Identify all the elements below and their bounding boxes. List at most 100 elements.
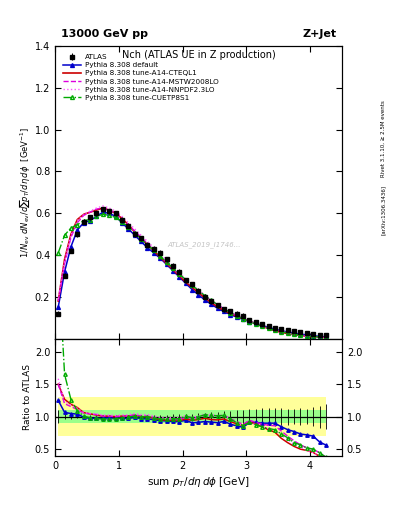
Line: Pythia 8.308 tune-CUETP8S1: Pythia 8.308 tune-CUETP8S1 — [56, 212, 328, 339]
Pythia 8.308 tune-CUETP8S1 — [253, 321, 258, 327]
Pythia 8.308 default — [94, 214, 99, 220]
Pythia 8.308 tune-CUETP8S1 — [145, 242, 150, 248]
Pythia 8.308 tune-CUETP8S1 — [94, 214, 99, 220]
Pythia 8.308 tune-A14-NNPDF2.3LO — [317, 334, 322, 340]
Pythia 8.308 tune-A14-MSTW2008LO — [145, 241, 150, 247]
Pythia 8.308 tune-A14-CTEQL1 — [285, 331, 290, 337]
Pythia 8.308 tune-A14-NNPDF2.3LO — [273, 327, 277, 333]
Pythia 8.308 default — [317, 333, 322, 339]
Pythia 8.308 tune-A14-NNPDF2.3LO — [171, 264, 175, 270]
Pythia 8.308 tune-A14-NNPDF2.3LO — [151, 245, 156, 251]
Pythia 8.308 tune-A14-NNPDF2.3LO — [253, 321, 258, 327]
Pythia 8.308 tune-CUETP8S1 — [171, 265, 175, 271]
Pythia 8.308 default — [215, 305, 220, 311]
Pythia 8.308 tune-A14-MSTW2008LO — [139, 234, 143, 240]
Pythia 8.308 tune-CUETP8S1 — [158, 253, 163, 260]
Pythia 8.308 tune-A14-MSTW2008LO — [62, 260, 67, 266]
Pythia 8.308 default — [247, 318, 252, 325]
Pythia 8.308 tune-A14-MSTW2008LO — [222, 306, 226, 312]
Pythia 8.308 tune-A14-CTEQL1 — [317, 334, 322, 340]
Pythia 8.308 tune-CUETP8S1 — [139, 236, 143, 242]
Pythia 8.308 tune-CUETP8S1 — [323, 334, 328, 340]
Pythia 8.308 default — [171, 268, 175, 274]
Pythia 8.308 tune-CUETP8S1 — [126, 224, 131, 230]
Pythia 8.308 tune-A14-NNPDF2.3LO — [119, 214, 124, 220]
Pythia 8.308 default — [279, 328, 284, 334]
Pythia 8.308 default — [266, 324, 271, 330]
Pythia 8.308 default — [151, 250, 156, 256]
Pythia 8.308 default — [177, 274, 182, 280]
Pythia 8.308 tune-A14-CTEQL1 — [88, 209, 92, 215]
Pythia 8.308 default — [305, 332, 309, 338]
Pythia 8.308 default — [202, 297, 207, 303]
Pythia 8.308 tune-A14-NNPDF2.3LO — [234, 313, 239, 319]
Pythia 8.308 tune-A14-MSTW2008LO — [151, 247, 156, 253]
Pythia 8.308 tune-A14-MSTW2008LO — [247, 318, 252, 324]
Pythia 8.308 tune-A14-MSTW2008LO — [305, 333, 309, 339]
Pythia 8.308 tune-A14-CTEQL1 — [215, 304, 220, 310]
Pythia 8.308 tune-CUETP8S1 — [247, 318, 252, 325]
Text: ATLAS_2019_I1746...: ATLAS_2019_I1746... — [167, 242, 241, 248]
Pythia 8.308 default — [234, 314, 239, 320]
Pythia 8.308 tune-A14-NNPDF2.3LO — [222, 306, 226, 312]
Pythia 8.308 tune-A14-NNPDF2.3LO — [126, 220, 131, 226]
Pythia 8.308 tune-CUETP8S1 — [119, 219, 124, 225]
Pythia 8.308 default — [145, 245, 150, 251]
Pythia 8.308 tune-CUETP8S1 — [215, 302, 220, 308]
Pythia 8.308 tune-CUETP8S1 — [56, 250, 61, 256]
Pythia 8.308 default — [323, 334, 328, 340]
Pythia 8.308 tune-CUETP8S1 — [222, 306, 226, 312]
Pythia 8.308 tune-A14-MSTW2008LO — [234, 312, 239, 318]
Pythia 8.308 tune-A14-CTEQL1 — [323, 334, 328, 340]
Pythia 8.308 tune-A14-MSTW2008LO — [241, 315, 246, 322]
Pythia 8.308 tune-A14-NNPDF2.3LO — [279, 329, 284, 335]
Pythia 8.308 tune-A14-CTEQL1 — [75, 217, 80, 223]
Pythia 8.308 tune-A14-NNPDF2.3LO — [247, 318, 252, 325]
Pythia 8.308 tune-CUETP8S1 — [190, 282, 195, 288]
Pythia 8.308 tune-A14-CTEQL1 — [69, 231, 73, 237]
Pythia 8.308 tune-A14-CTEQL1 — [292, 332, 296, 338]
Pythia 8.308 tune-A14-CTEQL1 — [164, 260, 169, 266]
Pythia 8.308 tune-CUETP8S1 — [62, 232, 67, 238]
Pythia 8.308 tune-A14-NNPDF2.3LO — [241, 316, 246, 322]
Pythia 8.308 default — [298, 331, 303, 337]
Pythia 8.308 tune-A14-CTEQL1 — [113, 210, 118, 217]
Pythia 8.308 tune-A14-MSTW2008LO — [164, 259, 169, 265]
Pythia 8.308 tune-A14-NNPDF2.3LO — [113, 208, 118, 214]
Pythia 8.308 tune-CUETP8S1 — [196, 288, 201, 294]
Pythia 8.308 tune-A14-CTEQL1 — [101, 205, 105, 211]
Pythia 8.308 default — [164, 262, 169, 268]
Pythia 8.308 tune-CUETP8S1 — [285, 330, 290, 336]
Pythia 8.308 tune-A14-MSTW2008LO — [177, 272, 182, 278]
Pythia 8.308 tune-A14-CTEQL1 — [311, 334, 316, 340]
Pythia 8.308 tune-A14-MSTW2008LO — [266, 325, 271, 331]
Pythia 8.308 default — [311, 333, 316, 339]
Pythia 8.308 tune-A14-CTEQL1 — [56, 298, 61, 304]
Pythia 8.308 tune-A14-CTEQL1 — [145, 242, 150, 248]
Pythia 8.308 tune-A14-MSTW2008LO — [88, 209, 92, 215]
Pythia 8.308 default — [158, 255, 163, 261]
Pythia 8.308 tune-CUETP8S1 — [234, 313, 239, 319]
Pythia 8.308 tune-CUETP8S1 — [317, 334, 322, 340]
Pythia 8.308 tune-A14-MSTW2008LO — [279, 328, 284, 334]
Pythia 8.308 tune-A14-CTEQL1 — [171, 267, 175, 273]
Pythia 8.308 default — [62, 269, 67, 275]
Pythia 8.308 default — [126, 226, 131, 232]
Pythia 8.308 tune-CUETP8S1 — [164, 259, 169, 265]
Pythia 8.308 tune-A14-MSTW2008LO — [215, 302, 220, 308]
Pythia 8.308 default — [222, 308, 226, 314]
Pythia 8.308 tune-A14-MSTW2008LO — [101, 205, 105, 211]
Pythia 8.308 tune-A14-NNPDF2.3LO — [101, 203, 105, 209]
Pythia 8.308 tune-A14-NNPDF2.3LO — [177, 270, 182, 276]
Pythia 8.308 tune-A14-CTEQL1 — [139, 236, 143, 242]
Pythia 8.308 default — [253, 321, 258, 327]
Pythia 8.308 tune-A14-NNPDF2.3LO — [298, 332, 303, 338]
Pythia 8.308 tune-A14-MSTW2008LO — [158, 253, 163, 259]
Pythia 8.308 tune-CUETP8S1 — [305, 333, 309, 339]
Pythia 8.308 default — [196, 292, 201, 298]
Pythia 8.308 tune-A14-MSTW2008LO — [311, 333, 316, 339]
Pythia 8.308 tune-A14-NNPDF2.3LO — [94, 205, 99, 211]
Pythia 8.308 tune-A14-NNPDF2.3LO — [190, 282, 195, 288]
Pythia 8.308 tune-CUETP8S1 — [260, 323, 264, 329]
Pythia 8.308 tune-CUETP8S1 — [177, 271, 182, 277]
